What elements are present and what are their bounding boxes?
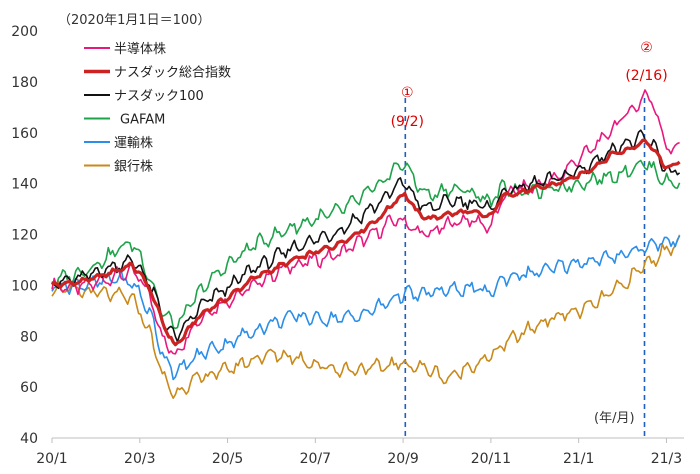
series-lines xyxy=(50,89,681,400)
series-line-2 xyxy=(51,129,681,343)
marker-symbol: ① xyxy=(401,85,414,101)
series-line-5 xyxy=(51,234,681,400)
base-note: （2020年1月1日＝100） xyxy=(58,13,210,28)
x-tick-label: 20/3 xyxy=(124,451,155,467)
legend-label: 半導体株 xyxy=(114,42,166,57)
x-tick-label: 20/11 xyxy=(471,451,511,467)
x-tick-label: 20/7 xyxy=(300,451,331,467)
y-tick-label: 40 xyxy=(20,431,38,447)
legend-label: ナスダック総合指数 xyxy=(114,66,231,81)
x-tick-label: 20/9 xyxy=(387,451,418,467)
y-tick-label: 80 xyxy=(20,329,38,345)
legend-label: 運輸株 xyxy=(114,136,153,151)
y-tick-label: 100 xyxy=(11,278,38,294)
legend-label: ナスダック100 xyxy=(114,89,204,104)
marker-date-label: (9/2) xyxy=(391,114,424,130)
y-tick-label: 180 xyxy=(11,75,38,91)
y-axis: 40 60 80 100 120 140 160 180 200 xyxy=(11,24,38,447)
legend-label: GAFAM xyxy=(120,113,165,128)
x-tick-label: 20/5 xyxy=(212,451,243,467)
series-line-1 xyxy=(50,138,681,347)
x-tick-label: 21/1 xyxy=(563,451,594,467)
marker-symbol: ② xyxy=(640,40,653,56)
y-tick-label: 60 xyxy=(20,380,38,396)
series-line-4 xyxy=(51,235,681,381)
y-tick-label: 160 xyxy=(11,126,38,142)
y-tick-label: 140 xyxy=(11,177,38,193)
marker-date-label: (2/16) xyxy=(625,68,667,84)
series-line-0 xyxy=(51,89,680,355)
event-markers: ① (9/2) ② (2/16) xyxy=(391,40,668,438)
y-tick-label: 120 xyxy=(11,228,38,244)
x-tick-label: 21/3 xyxy=(651,451,682,467)
y-tick-label: 200 xyxy=(11,24,38,40)
x-axis: 20/1 20/3 20/5 20/7 20/9 20/11 21/1 21/3 xyxy=(36,437,684,467)
unit-note: (年/月) xyxy=(594,411,635,426)
x-tick-label: 20/1 xyxy=(36,451,67,467)
legend-label: 銀行株 xyxy=(114,160,153,175)
